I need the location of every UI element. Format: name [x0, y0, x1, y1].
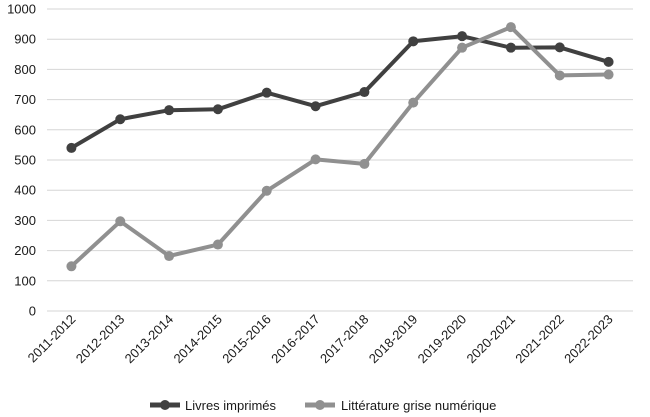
legend-marker-0 [160, 400, 170, 410]
data-point-1-4 [261, 185, 272, 196]
x-tick-label-8: 2019-2020 [415, 312, 470, 367]
x-tick-label-10: 2021-2022 [512, 312, 567, 367]
y-tick-label-9: 900 [14, 32, 36, 47]
data-point-1-6 [359, 158, 370, 169]
series-line-0 [69, 34, 611, 150]
y-tick-label-8: 800 [14, 62, 36, 77]
data-point-1-7 [408, 97, 419, 108]
legend-item-1: Littérature grise numérique [305, 398, 496, 413]
legend-label-1: Littérature grise numérique [341, 398, 496, 413]
y-tick-label-3: 300 [14, 213, 36, 228]
legend-marker-1 [315, 400, 325, 410]
y-tick-label-0: 0 [29, 304, 36, 319]
x-tick-label-0: 2011-2012 [25, 312, 79, 366]
data-point-0-6 [359, 87, 370, 98]
data-point-1-2 [164, 251, 175, 262]
data-point-0-5 [310, 101, 321, 112]
legend: Livres imprimés Littérature grise numéri… [150, 398, 496, 413]
x-tick-label-7: 2018-2019 [366, 312, 421, 367]
data-point-1-10 [554, 70, 565, 81]
y-tick-label-6: 600 [14, 122, 36, 137]
x-tick-label-6: 2017-2018 [317, 312, 372, 367]
data-point-1-11 [603, 69, 614, 80]
series-line-1 [69, 25, 611, 269]
data-point-0-8 [457, 31, 468, 42]
y-tick-label-4: 400 [14, 183, 36, 198]
data-point-0-11 [603, 56, 614, 67]
series-lines [66, 22, 614, 272]
x-tick-label-4: 2015-2016 [219, 312, 274, 367]
data-point-1-1 [115, 216, 126, 227]
y-tick-label-10: 1000 [7, 2, 36, 17]
legend-item-0: Livres imprimés [150, 398, 277, 413]
y-tick-label-2: 200 [14, 243, 36, 258]
y-tick-label-5: 500 [14, 153, 36, 168]
x-tick-label-5: 2016-2017 [268, 312, 323, 367]
data-point-0-4 [261, 87, 272, 98]
data-point-1-8 [457, 42, 468, 53]
data-point-0-2 [164, 105, 175, 116]
data-point-0-1 [115, 114, 126, 125]
x-tick-label-9: 2020-2021 [463, 312, 518, 367]
x-tick-label-1: 2012-2013 [73, 312, 128, 367]
y-axis-ticks: 0 100 200 300 400 500 600 700 800 900 1000 [7, 2, 36, 319]
data-point-1-3 [212, 239, 223, 250]
legend-label-0: Livres imprimés [185, 398, 277, 413]
x-axis-ticks: 2011-20122012-20132013-20142014-20152015… [25, 312, 616, 367]
y-tick-label-1: 100 [14, 273, 36, 288]
x-tick-label-11: 2022-2023 [561, 312, 616, 367]
x-tick-label-3: 2014-2015 [170, 312, 225, 367]
data-point-0-3 [212, 104, 223, 115]
data-point-0-7 [408, 36, 419, 47]
data-point-0-0 [66, 142, 77, 153]
data-point-1-0 [66, 261, 77, 272]
data-point-1-5 [310, 154, 321, 165]
data-point-1-9 [505, 22, 516, 33]
y-tick-label-7: 700 [14, 92, 36, 107]
data-point-0-9 [505, 42, 516, 53]
x-tick-label-2: 2013-2014 [122, 312, 177, 367]
data-point-0-10 [554, 42, 565, 53]
